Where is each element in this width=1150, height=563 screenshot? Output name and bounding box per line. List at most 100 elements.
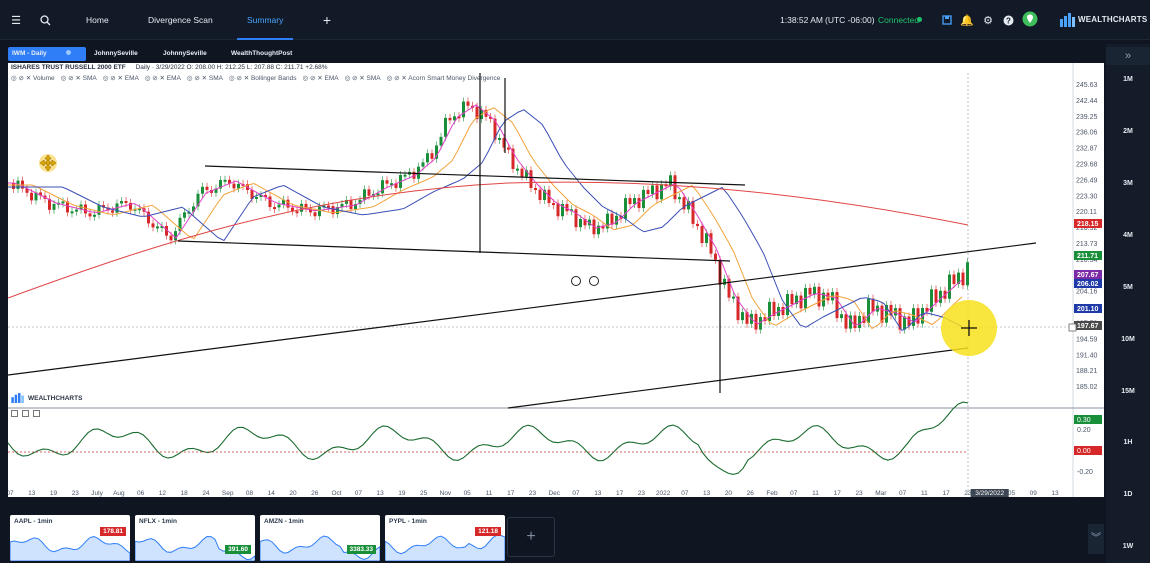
- candle-body: [633, 197, 636, 205]
- indicator-3[interactable]: ◎ ⊘ ✕ EMA: [144, 75, 181, 82]
- price-tag-label: 218.15: [1077, 221, 1099, 228]
- candle-body: [385, 180, 389, 184]
- nav-summary[interactable]: Summary: [236, 0, 294, 40]
- price-tick: 223.30: [1076, 193, 1098, 200]
- nav-divergence-scan[interactable]: Divergence Scan: [148, 15, 213, 25]
- candle-body: [525, 170, 528, 177]
- candle-body: [754, 313, 758, 330]
- time-tick: 23: [72, 490, 80, 497]
- indicator-6[interactable]: ◎ ⊘ ✕ EMA: [302, 75, 339, 82]
- time-tick: 07: [572, 490, 580, 497]
- watchlist-symbol: PYPL - 1min: [389, 518, 427, 525]
- symbol-name: ISHARES TRUST RUSSELL 2000 ETF: [11, 64, 126, 71]
- candle-body: [268, 196, 272, 208]
- nav-home[interactable]: Home: [86, 15, 109, 25]
- chart-panel[interactable]: ISHARES TRUST RUSSELL 2000 ETF Daily · 3…: [8, 63, 1104, 497]
- candle-body: [381, 180, 384, 194]
- time-tick: Feb: [766, 490, 778, 497]
- tab-johnnyseville-2[interactable]: JohnnySeville: [163, 50, 207, 57]
- tab-label: IWM - Daily: [12, 50, 47, 57]
- volume-scale-label: 1D: [1123, 491, 1133, 498]
- candle-body: [129, 202, 132, 210]
- watchlist-price: 121.18: [475, 527, 501, 536]
- add-tab-icon[interactable]: +: [322, 12, 332, 28]
- drawing-circle-2[interactable]: [589, 276, 599, 286]
- add-widget-button[interactable]: +: [507, 517, 555, 557]
- candle-body: [228, 179, 231, 184]
- indicator-7[interactable]: ◎ ⊘ ✕ SMA: [344, 75, 381, 82]
- candle-body: [696, 223, 699, 227]
- candle-body: [727, 278, 731, 298]
- indicator-1[interactable]: ◎ ⊘ ✕ SMA: [60, 75, 97, 82]
- minimize-icon[interactable]: [22, 410, 29, 417]
- search-icon[interactable]: [37, 12, 53, 28]
- watchlist-card[interactable]: AAPL - 1min 178.81: [10, 515, 130, 561]
- add-icon[interactable]: [33, 410, 40, 417]
- candle-body: [291, 207, 294, 212]
- watchlist-card[interactable]: AMZN - 1min 3383.33: [260, 515, 380, 561]
- tab-iwm-daily[interactable]: IWM - Daily: [8, 47, 86, 61]
- trend-line[interactable]: [507, 347, 969, 409]
- candle-body: [579, 218, 582, 228]
- gear-icon[interactable]: ⚙: [983, 14, 993, 27]
- candle-body: [502, 137, 506, 148]
- candle-body: [543, 189, 546, 200]
- move-handle-icon[interactable]: [39, 154, 57, 172]
- timezone[interactable]: (UTC -06:00): [825, 15, 875, 25]
- candle-body: [183, 212, 186, 218]
- crosshair-date-box: [970, 489, 1009, 497]
- time-tick: 06: [137, 490, 145, 497]
- tab-dot-icon: [66, 50, 72, 55]
- watchlist-card[interactable]: NFLX - 1min 391.60: [135, 515, 255, 561]
- time-tick: 11: [921, 490, 928, 497]
- candle-body: [336, 207, 339, 215]
- settings-icon[interactable]: [11, 410, 18, 417]
- price-tag: 218.15: [1074, 219, 1102, 228]
- help-icon[interactable]: ?: [1000, 12, 1016, 28]
- indicator-2[interactable]: ◎ ⊘ ✕ EMA: [102, 75, 139, 82]
- trend-line[interactable]: [8, 242, 1037, 376]
- expand-panel-icon[interactable]: »: [1106, 47, 1150, 65]
- candle-body: [669, 175, 672, 187]
- volume-scale-label: 1W: [1122, 543, 1134, 550]
- candle-body: [138, 208, 141, 211]
- candle-body: [957, 272, 960, 285]
- candle-body: [934, 289, 938, 303]
- candle-body: [714, 253, 717, 260]
- volume-scale-label: 15M: [1121, 388, 1135, 395]
- bell-icon[interactable]: 🔔: [960, 14, 974, 27]
- trend-line[interactable]: [204, 165, 746, 186]
- time-tick: 05: [1008, 490, 1016, 497]
- candle-body: [853, 315, 857, 329]
- hamburger-menu-icon[interactable]: ☰: [11, 14, 21, 27]
- candle-body: [349, 200, 353, 210]
- volume-scale-label: 5M: [1123, 284, 1133, 291]
- location-icon[interactable]: [1022, 11, 1038, 27]
- tab-johnnyseville-1[interactable]: JohnnySeville: [94, 50, 138, 57]
- price-chart-canvas[interactable]: 245.63 242.44 239.25 236.06 232.87 229.68 226.…: [8, 63, 1104, 497]
- indicator-5[interactable]: ◎ ⊘ ✕ Bollinger Bands: [228, 75, 297, 82]
- candle-body: [210, 189, 213, 193]
- indicator-8[interactable]: ◎ ⊘ ✕ Acorn Smart Money Divergence: [386, 75, 501, 82]
- candle-body: [250, 189, 254, 199]
- add-alert-icon[interactable]: [1068, 323, 1077, 332]
- volume-scale-label: 3M: [1123, 180, 1133, 187]
- time-tick: 3/29/2022: [975, 490, 1004, 497]
- trend-lines[interactable]: [8, 73, 1037, 409]
- trend-line[interactable]: [177, 240, 731, 262]
- candle-body: [426, 153, 429, 163]
- price-tick: 213.73: [1076, 241, 1098, 248]
- indicator-4[interactable]: ◎ ⊘ ✕ SMA: [186, 75, 223, 82]
- drawing-circle-1[interactable]: [571, 276, 581, 286]
- candle-body: [439, 136, 443, 146]
- brand-logo-icon: [1060, 13, 1076, 32]
- candle-body: [534, 187, 537, 190]
- price-tag-label: 206.02: [1077, 281, 1099, 288]
- candle-body: [156, 226, 159, 229]
- volume-scale-label: 2M: [1123, 128, 1133, 135]
- save-icon[interactable]: [939, 12, 955, 28]
- watchlist-card[interactable]: PYPL - 1min 121.18: [385, 515, 505, 561]
- collapse-chevron-icon[interactable]: ︾: [1088, 524, 1104, 554]
- tab-wealththoughtpost[interactable]: WealthThoughtPost: [231, 50, 293, 57]
- indicator-0[interactable]: ◎ ⊘ ✕ Volume: [11, 75, 55, 82]
